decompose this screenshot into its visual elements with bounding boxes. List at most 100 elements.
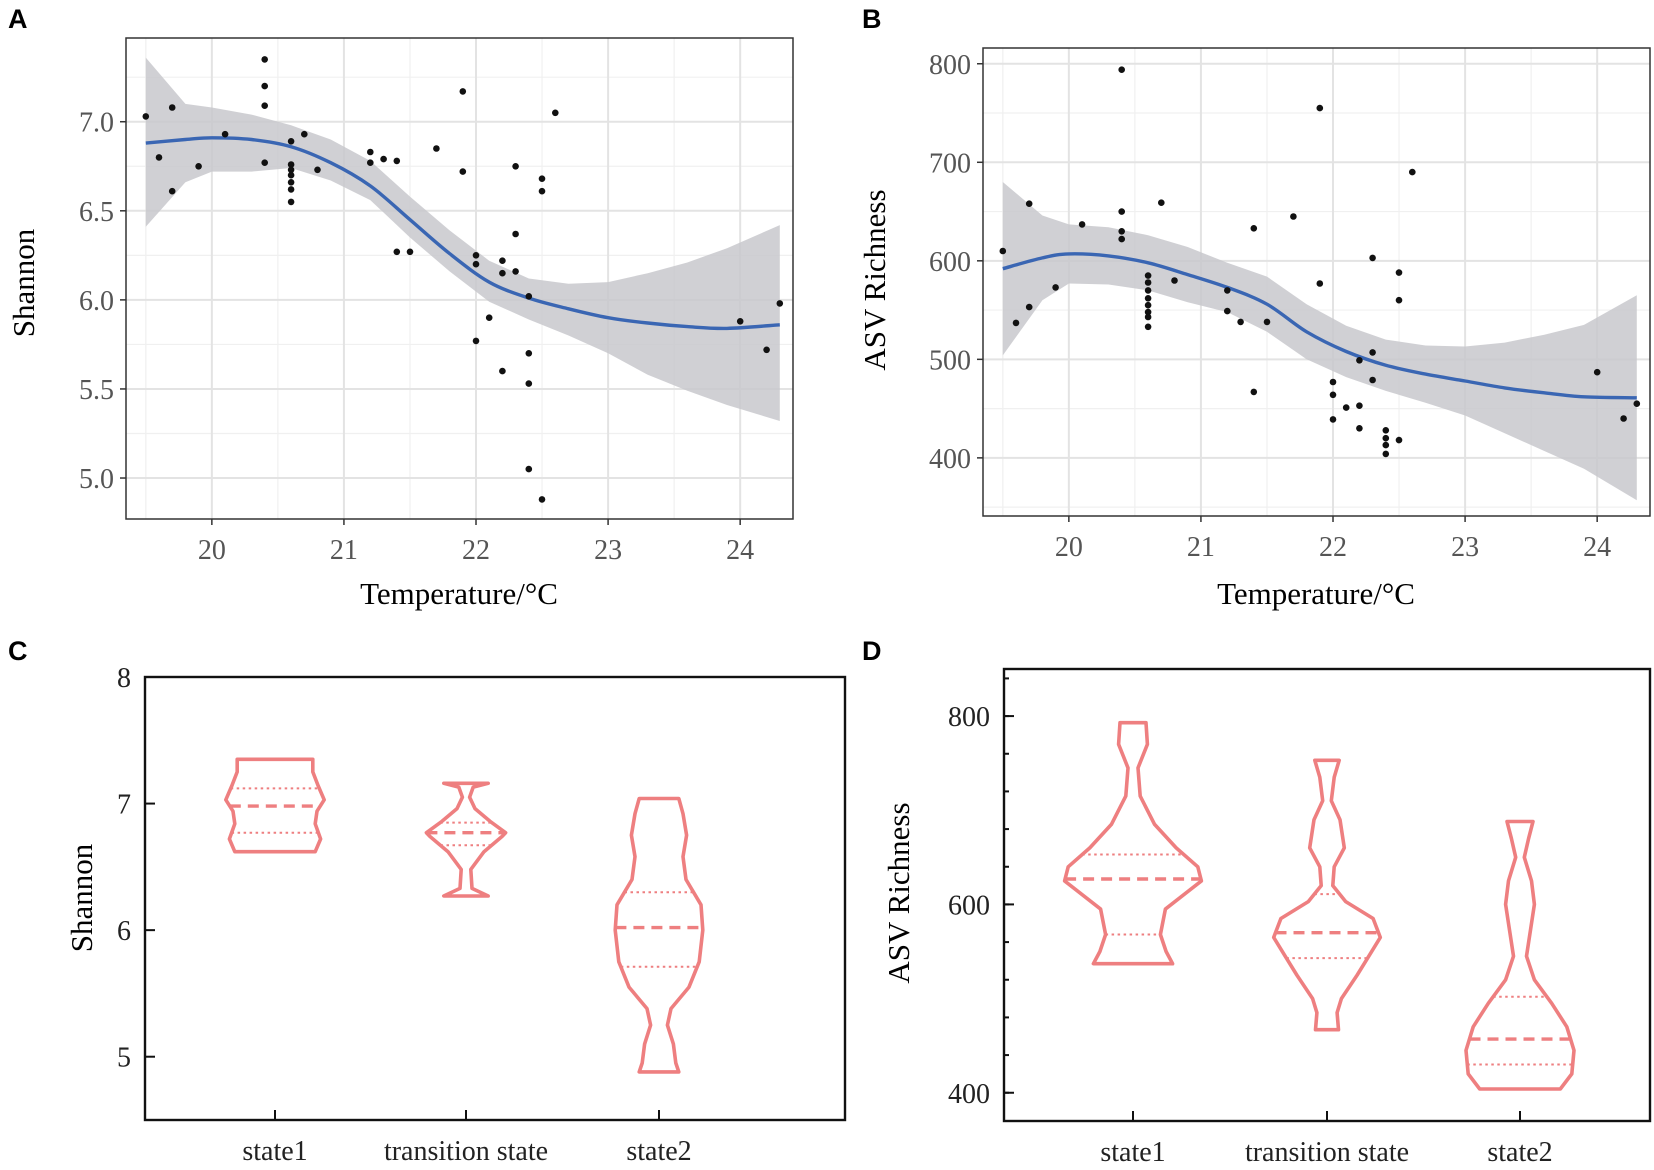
panel-label-b: B (862, 4, 882, 34)
panel-a-xtick-label: 21 (330, 535, 358, 566)
panel-d-violin: state1 transition state state2 400 600 800 AS… (881, 667, 1652, 1168)
panel-a-ylabel: Shannon (6, 228, 41, 337)
panel-a-data-point (525, 350, 533, 357)
panel-b-data-point (1144, 279, 1152, 286)
panel-a-data-point (499, 269, 506, 277)
panel-b-data-point (1342, 404, 1350, 411)
panel-a-data-point (736, 318, 744, 325)
panel-c-violin: state1 transition state state2 5 6 7 8 Shannon (64, 663, 847, 1167)
panel-a-frame (125, 37, 794, 520)
panel-d-violins (1062, 720, 1576, 1091)
panel-b-ylabel: ASV Richness (857, 189, 892, 370)
panel-d-ytick-label: 800 (948, 702, 990, 733)
panel-a-data-point (499, 367, 506, 375)
panel-b-ticks: 20 21 22 23 24 400 500 600 700 800 (929, 50, 1611, 563)
panel-b-data-point (1025, 200, 1033, 207)
panel-b-xtick-label: 22 (1319, 532, 1347, 563)
panel-a-data-point (763, 346, 770, 354)
panel-label-c: C (8, 636, 28, 666)
panel-a-data-point (472, 260, 480, 268)
panel-b-data-point (1171, 277, 1178, 284)
panel-a-data-point (261, 82, 269, 90)
panel-a-data-point (393, 157, 401, 165)
panel-b-data-point (1409, 168, 1416, 176)
panel-a-data-point (525, 465, 533, 473)
panel-a-data-point (287, 179, 295, 186)
panel-b-data-point (1620, 415, 1627, 422)
panel-d-ytick-label: 400 (948, 1079, 990, 1110)
panel-d-violin-transition-state (1271, 758, 1383, 1032)
panel-a-data-point (367, 159, 374, 166)
panel-a-data-point (538, 187, 546, 195)
panel-b-data-point (1144, 301, 1152, 309)
panel-a-data-point (287, 138, 295, 145)
panel-a-data-point (512, 268, 519, 275)
panel-b-scatter: 20 21 22 23 24 400 500 600 700 800 Temperature/°C… (857, 47, 1651, 611)
panel-d-category-label: transition state (1245, 1137, 1409, 1168)
panel-b-ribbon (1002, 182, 1637, 501)
panel-c-ytick-label: 7 (117, 790, 131, 821)
panel-b-data-point (1118, 66, 1125, 73)
panel-c-ytick-label: 6 (117, 916, 131, 947)
panel-c-ticks: state1 transition state state2 5 6 7 8 (117, 663, 692, 1167)
panel-b-data-point (1144, 295, 1152, 302)
panel-b-points (999, 66, 1641, 458)
panel-b-data-point (1369, 376, 1376, 384)
panel-b-data-point (1290, 213, 1297, 220)
panel-b-xtick-label: 21 (1187, 532, 1215, 563)
panel-a-ytick-label: 7.0 (79, 108, 114, 139)
panel-a-data-point (301, 130, 308, 138)
panel-a-data-point (168, 187, 176, 195)
panel-b-data-point (1316, 104, 1324, 112)
panel-b-data-point (1224, 307, 1231, 315)
panel-b-data-point (1250, 388, 1258, 396)
panel-a-data-point (367, 148, 374, 156)
panel-b-data-point (1395, 269, 1403, 276)
panel-a-points (142, 56, 784, 503)
panel-b-xtick-label: 23 (1451, 532, 1479, 563)
panel-label-a: A (8, 4, 28, 34)
panel-b-data-point (1356, 402, 1363, 410)
panel-b-data-point (1356, 425, 1363, 432)
panel-a-ticks: 20 21 22 23 24 5.0 5.5 6.0 6.5 7.0 (79, 108, 754, 566)
panel-c-violin-state2 (613, 796, 705, 1074)
panel-a-data-point (168, 104, 176, 111)
panel-c-ytick-label: 8 (117, 663, 131, 694)
panel-a-data-point (287, 161, 295, 168)
panel-b-data-point (1118, 235, 1125, 243)
panel-a-fit-line (145, 136, 780, 331)
panel-c-ytick-label: 5 (117, 1043, 131, 1074)
panel-d-category-label: state1 (1100, 1137, 1165, 1168)
panel-a-xtick-label: 22 (462, 535, 490, 566)
panel-b-data-point (1329, 378, 1337, 386)
panel-b-data-point (1144, 272, 1152, 279)
panel-b-data-point (1224, 287, 1231, 294)
panel-d-category-label: state2 (1487, 1137, 1552, 1168)
panel-c-ylabel: Shannon (64, 843, 99, 952)
panel-a-xtick-label: 23 (594, 535, 622, 566)
panel-b-data-point (999, 247, 1007, 255)
panel-b-data-point (1144, 313, 1152, 321)
panel-b-ytick-label: 400 (929, 444, 971, 475)
panel-a-data-point (776, 300, 784, 307)
panel-a-data-point (459, 88, 467, 95)
panel-b-data-point (1329, 391, 1337, 399)
panel-a-data-point (195, 163, 202, 170)
panel-a-xtick-label: 24 (726, 535, 754, 566)
panel-a-xlabel: Temperature/°C (360, 576, 558, 611)
panel-b-ytick-label: 500 (929, 345, 971, 376)
panel-a-data-point (472, 252, 480, 259)
panel-a-data-point (485, 314, 493, 322)
panel-a-smooth-line (145, 136, 780, 331)
panel-b-data-point (1395, 436, 1403, 444)
panel-a-data-point (525, 380, 533, 387)
panel-d-violin-state2 (1464, 819, 1576, 1091)
panel-b-data-point (1078, 221, 1086, 228)
panel-c-frame (143, 675, 847, 1122)
panel-b-data-point (1329, 416, 1337, 423)
panel-b-data-point (1144, 287, 1152, 294)
panel-a-ribbon (145, 57, 780, 421)
panel-c-category-label: transition state (384, 1136, 548, 1167)
panel-c-category-label: state1 (242, 1136, 307, 1167)
panel-d-violin-state1 (1062, 720, 1204, 966)
